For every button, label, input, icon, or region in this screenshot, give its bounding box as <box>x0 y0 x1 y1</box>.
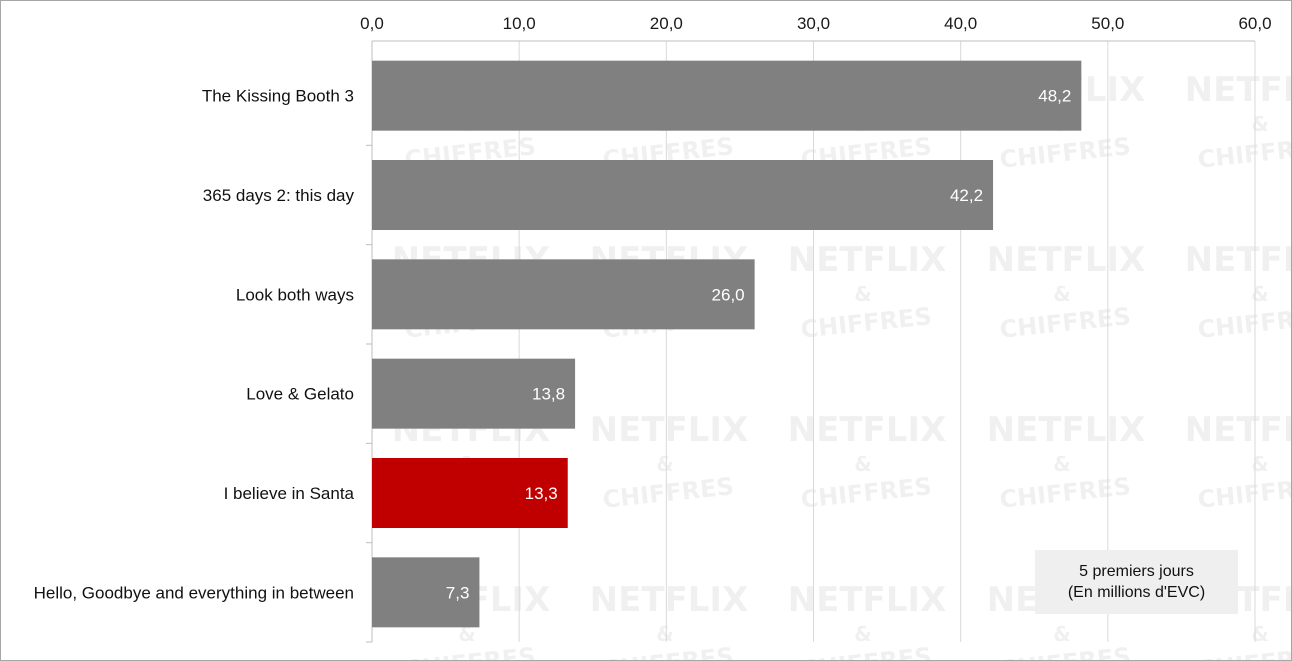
watermark-netflix-text: NETFLIX <box>1185 410 1291 450</box>
bar-value-label: 48,2 <box>1038 87 1071 106</box>
watermark-netflix-text: NETFLIX <box>788 410 947 450</box>
watermark-ampersand-text: & <box>656 622 673 646</box>
watermark-tile: NETFLIX&CHIFFRES <box>590 580 749 660</box>
note-line-2: (En millions d'EVC) <box>1067 584 1206 601</box>
bar-value-label: 13,3 <box>525 484 558 503</box>
watermark-ampersand-text: & <box>854 282 871 306</box>
watermark-chiffres-text: CHIFFRES <box>1196 132 1291 174</box>
x-tick-label: 30,0 <box>797 14 830 33</box>
bar <box>372 160 994 230</box>
watermark-chiffres-text: CHIFFRES <box>799 302 933 344</box>
watermark-netflix-text: NETFLIX <box>987 410 1146 450</box>
watermark-ampersand-text: & <box>854 452 871 476</box>
watermark-netflix-text: NETFLIX <box>1185 240 1291 280</box>
bars: 48,2 42,2 26,0 13,8 13,3 7,3 <box>372 60 1082 628</box>
watermark-ampersand-text: & <box>1053 452 1070 476</box>
x-tick-label: 20,0 <box>650 14 683 33</box>
watermark-ampersand-text: & <box>1251 452 1268 476</box>
watermark-tile: NETFLIX&CHIFFRES <box>1185 70 1291 174</box>
watermark-tile: NETFLIX&CHIFFRES <box>788 240 947 344</box>
watermark-ampersand-text: & <box>1251 282 1268 306</box>
watermark-chiffres-text: CHIFFRES <box>1196 642 1291 660</box>
note-line-1: 5 premiers jours <box>1079 563 1194 580</box>
watermark-tile: NETFLIX&CHIFFRES <box>987 240 1146 344</box>
category-labels: The Kissing Booth 3 365 days 2: this day L… <box>34 87 355 603</box>
watermark-chiffres-text: CHIFFRES <box>998 132 1132 174</box>
watermark-netflix-text: NETFLIX <box>788 240 947 280</box>
watermark-tile: NETFLIX&CHIFFRES <box>1185 410 1291 514</box>
watermark-tile: NETFLIX&CHIFFRES <box>1185 240 1291 344</box>
category-label: I believe in Santa <box>224 484 355 503</box>
watermark-chiffres-text: CHIFFRES <box>998 472 1132 514</box>
bar-value-label: 13,8 <box>532 385 565 404</box>
bar <box>372 557 480 628</box>
watermark-netflix-text: NETFLIX <box>987 240 1146 280</box>
watermark-netflix-text: NETFLIX <box>1185 70 1291 110</box>
category-label: Hello, Goodbye and everything in between <box>34 583 354 602</box>
watermark-ampersand-text: & <box>1053 282 1070 306</box>
bar <box>372 458 568 528</box>
watermark-ampersand-text: & <box>1251 112 1268 136</box>
category-label: Look both ways <box>236 285 354 304</box>
x-axis-ticks: 0,0 10,0 20,0 30,0 40,0 50,0 60,0 <box>360 14 1271 33</box>
x-tick-label: 60,0 <box>1238 14 1271 33</box>
category-label: 365 days 2: this day <box>203 186 355 205</box>
gridlines <box>366 40 1256 643</box>
bar-value-label: 7,3 <box>446 583 470 602</box>
watermark-tile: NETFLIX&CHIFFRES <box>590 410 749 514</box>
x-tick-label: 50,0 <box>1091 14 1124 33</box>
watermark-netflix-text: NETFLIX <box>590 580 749 620</box>
category-label: Love & Gelato <box>246 385 354 404</box>
watermark-chiffres-text: CHIFFRES <box>799 472 933 514</box>
bar <box>372 60 1082 131</box>
watermark-chiffres-text: CHIFFRES <box>601 472 735 514</box>
bar <box>372 358 576 429</box>
watermark-tile: NETFLIX&CHIFFRES <box>788 580 947 660</box>
watermark-tile: NETFLIX&CHIFFRES <box>987 410 1146 514</box>
watermark-ampersand-text: & <box>1251 622 1268 646</box>
x-tick-label: 10,0 <box>503 14 536 33</box>
bar <box>372 259 755 330</box>
watermark-ampersand-text: & <box>458 622 475 646</box>
watermark-ampersand-text: & <box>1053 622 1070 646</box>
x-tick-label: 0,0 <box>360 14 384 33</box>
watermark-chiffres-text: CHIFFRES <box>998 302 1132 344</box>
watermark-chiffres-text: CHIFFRES <box>1196 302 1291 344</box>
bar-value-label: 26,0 <box>712 285 745 304</box>
bar-value-label: 42,2 <box>950 186 983 205</box>
units-note-box: 5 premiers jours (En millions d'EVC) <box>1035 550 1238 614</box>
x-tick-label: 40,0 <box>944 14 977 33</box>
watermark-tile: NETFLIX&CHIFFRES <box>788 410 947 514</box>
watermark-netflix-text: NETFLIX <box>590 410 749 450</box>
category-label: The Kissing Booth 3 <box>202 87 354 106</box>
watermark-chiffres-text: CHIFFRES <box>1196 472 1291 514</box>
watermark-ampersand-text: & <box>854 622 871 646</box>
watermark-netflix-text: NETFLIX <box>788 580 947 620</box>
watermark-ampersand-text: & <box>656 452 673 476</box>
